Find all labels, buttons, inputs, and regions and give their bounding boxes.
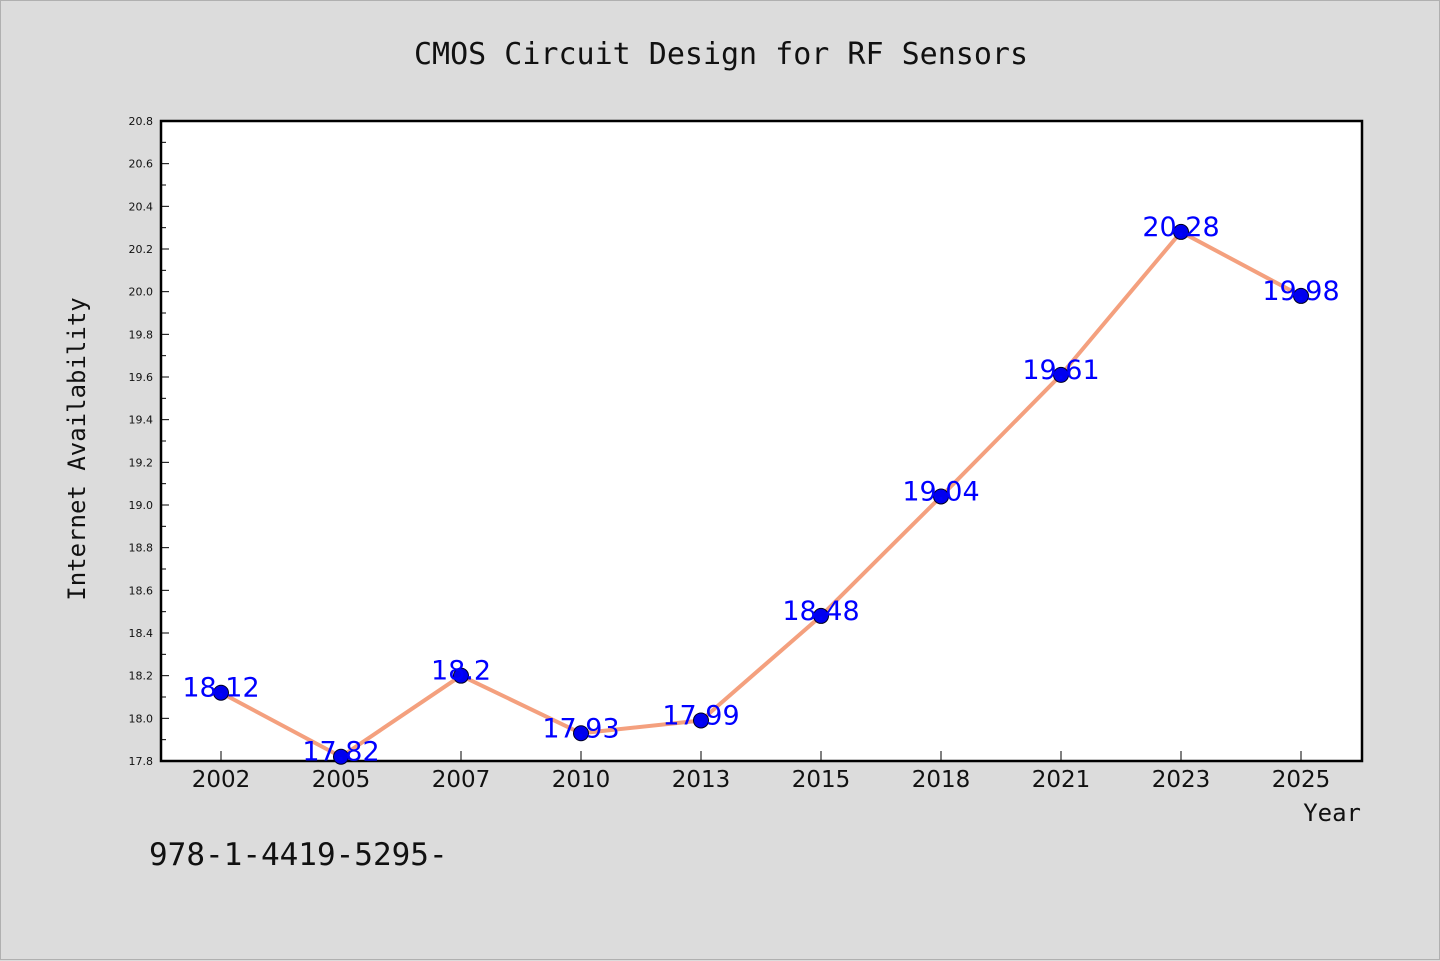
y-tick-label: 18.6 <box>129 584 154 597</box>
x-tick-label: 2007 <box>432 767 491 793</box>
y-tick-label: 18.0 <box>129 712 154 725</box>
y-tick-label: 20.2 <box>129 243 154 256</box>
x-tick-label: 2010 <box>552 767 611 793</box>
data-point-2021 <box>1053 366 1069 383</box>
x-tick-label: 2002 <box>192 767 251 793</box>
data-point-2005 <box>333 748 349 765</box>
y-tick-label: 18.4 <box>129 627 154 640</box>
x-tick-label: 2021 <box>1032 767 1091 793</box>
data-label-2023: 20.28 <box>1142 212 1219 243</box>
y-tick-label: 17.8 <box>129 755 154 768</box>
x-tick-label: 2025 <box>1272 767 1331 793</box>
y-axis: 17.8 18.0 18.2 18.4 18.6 18.8 19.0 19.2 19.4 19.6… <box>129 115 169 768</box>
y-tick-label: 19.8 <box>129 328 154 341</box>
x-tick-label: 2015 <box>792 767 851 793</box>
y-tick-label: 18.2 <box>129 670 154 683</box>
y-tick-label: 19.2 <box>129 456 154 469</box>
data-label-2025: 19.98 <box>1262 276 1339 307</box>
data-point-2015 <box>813 607 829 624</box>
data-label-2013: 17.99 <box>662 700 739 731</box>
footer-text: 978-1-4419-5295- <box>149 837 448 873</box>
x-tick-label: 2013 <box>672 767 731 793</box>
data-label-2005: 17.82 <box>302 737 379 768</box>
data-point-2013 <box>693 712 709 729</box>
x-tick-label: 2018 <box>912 767 971 793</box>
x-tick-label: 2005 <box>312 767 371 793</box>
data-label-2015: 18.48 <box>782 596 859 627</box>
data-point-2018 <box>933 488 949 505</box>
series-line <box>213 223 1309 765</box>
data-point-2007 <box>453 667 469 684</box>
series-path <box>220 229 1302 759</box>
data-labels: 18.12 17.82 18.2 17.93 17.99 18.48 19.04 19.61 2… <box>182 212 1339 768</box>
y-axis-label: Internet Availability <box>63 297 91 600</box>
data-point-2002 <box>213 684 229 701</box>
y-tick-label: 18.8 <box>129 542 154 555</box>
y-tick-label: 19.4 <box>129 414 154 427</box>
x-axis-label: Year <box>1303 799 1361 827</box>
chart-title: CMOS Circuit Design for RF Sensors <box>414 37 1028 72</box>
data-label-2002: 18.12 <box>182 673 259 704</box>
data-point-2023 <box>1173 223 1189 240</box>
y-tick-label: 20.4 <box>129 200 154 213</box>
data-point-2025 <box>1293 287 1309 304</box>
data-label-2018: 19.04 <box>902 476 979 507</box>
data-label-2007: 18.2 <box>431 656 491 687</box>
data-label-2021: 19.61 <box>1022 355 1099 386</box>
y-tick-label: 19.0 <box>129 499 154 512</box>
y-tick-label: 20.8 <box>129 115 154 128</box>
x-tick-label: 2023 <box>1152 767 1211 793</box>
data-label-2010: 17.93 <box>542 713 619 744</box>
x-axis: 2002 2005 2007 2010 2013 2015 2018 2021 2023 2025 <box>192 751 1331 793</box>
y-tick-label: 19.6 <box>129 371 154 384</box>
y-tick-label: 20.6 <box>129 158 154 171</box>
data-point-2010 <box>573 725 589 742</box>
plot-area <box>159 119 1364 763</box>
y-tick-label: 20.0 <box>129 286 154 299</box>
